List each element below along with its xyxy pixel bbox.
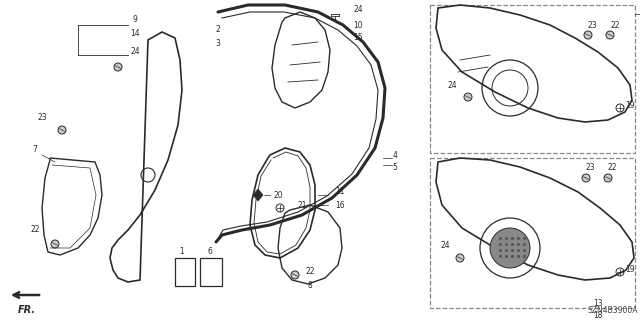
Text: SZN4B3900A: SZN4B3900A (588, 306, 638, 315)
Text: 3: 3 (216, 39, 220, 49)
Text: 22: 22 (611, 20, 620, 29)
Text: 2: 2 (216, 26, 220, 35)
Circle shape (604, 174, 612, 182)
Circle shape (584, 31, 592, 39)
Text: 4: 4 (392, 150, 397, 159)
Text: 22: 22 (30, 226, 40, 235)
Text: 14: 14 (130, 28, 140, 37)
Circle shape (582, 174, 590, 182)
Text: 10: 10 (353, 20, 363, 29)
Text: 7: 7 (33, 146, 37, 155)
Text: 6: 6 (207, 247, 212, 257)
Text: 24: 24 (440, 241, 450, 250)
Text: 23: 23 (585, 164, 595, 172)
Text: 23: 23 (37, 114, 47, 123)
Text: 22: 22 (305, 268, 315, 276)
Text: 21: 21 (297, 201, 307, 210)
Circle shape (606, 31, 614, 39)
Text: 5: 5 (392, 163, 397, 172)
Polygon shape (253, 189, 263, 201)
Text: 1: 1 (180, 247, 184, 257)
Circle shape (114, 63, 122, 71)
Text: 23: 23 (587, 20, 597, 29)
Text: 15: 15 (353, 34, 363, 43)
Text: 9: 9 (132, 15, 138, 25)
Text: 24: 24 (353, 5, 363, 14)
Text: 24: 24 (447, 81, 457, 90)
Circle shape (490, 228, 530, 268)
Circle shape (291, 271, 299, 279)
Text: 8: 8 (308, 281, 312, 290)
Text: 18: 18 (593, 310, 603, 319)
Text: 13: 13 (593, 299, 603, 308)
Circle shape (58, 126, 66, 134)
Circle shape (51, 240, 59, 248)
Text: 16: 16 (335, 201, 345, 210)
Text: 20: 20 (273, 190, 283, 199)
Text: 19: 19 (625, 266, 635, 275)
Circle shape (464, 93, 472, 101)
Text: 24: 24 (130, 47, 140, 57)
Circle shape (456, 254, 464, 262)
Text: FR.: FR. (18, 305, 36, 315)
Text: 11: 11 (335, 188, 345, 196)
Text: 22: 22 (607, 164, 617, 172)
Text: 19: 19 (625, 100, 635, 109)
